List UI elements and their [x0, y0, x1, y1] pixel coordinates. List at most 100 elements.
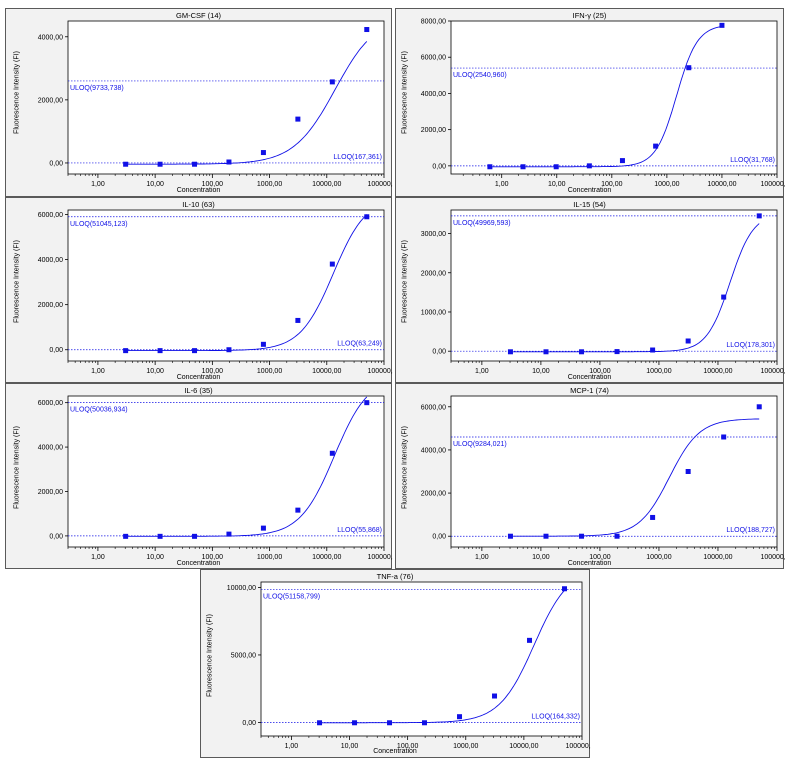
x-tick-label: 100,00: [202, 181, 224, 188]
data-point: [487, 164, 493, 170]
x-tick-label: 10000,00: [312, 368, 341, 375]
data-point: [562, 586, 568, 592]
data-point: [543, 349, 549, 355]
x-tick-label: 10,00: [341, 743, 359, 750]
x-tick-label: 100,00: [589, 554, 611, 561]
data-point: [650, 514, 656, 520]
y-tick-label: 6000,00: [38, 400, 63, 407]
y-tick-label: 2000,00: [38, 489, 63, 496]
chart-panel-tnf-a: TNF-a (76) Fluorescence Intensity (FI) C…: [200, 569, 591, 758]
x-axis-label: Concentration: [176, 374, 221, 381]
y-tick-label: 2000,00: [421, 491, 446, 498]
data-point: [329, 79, 335, 85]
y-tick-label: 0,00: [242, 720, 256, 727]
data-point: [226, 159, 232, 165]
data-point: [650, 347, 656, 353]
data-point: [520, 164, 526, 170]
chart-panel-mcp-1: MCP-1 (74) Fluorescence Intensity (FI) C…: [395, 383, 785, 569]
y-tick-label: 0,00: [49, 533, 63, 540]
y-tick-label: 2000,00: [38, 302, 63, 309]
lloq-label: LLOQ(178,301): [726, 342, 775, 349]
uloq-label: ULOQ(49969,593): [453, 220, 511, 227]
chart-title: GM-CSF (14): [176, 11, 221, 20]
x-tick-label: 100,00: [589, 368, 611, 375]
y-tick-label: 4000,00: [38, 34, 63, 41]
x-tick-label: 1000,00: [257, 181, 282, 188]
x-tick-label: 1000,00: [646, 368, 671, 375]
x-tick-label: 10,00: [146, 181, 164, 188]
y-tick-label: 0,00: [49, 347, 63, 354]
y-tick-label: 3000,00: [421, 231, 446, 238]
chart-plot: 0,00 2000,00 4000,00 6000,00 1,00 10,00 100,00…: [38, 395, 393, 561]
x-axis-label: Concentration: [373, 748, 417, 755]
y-tick-label: 0,00: [432, 534, 446, 541]
plot-area: [450, 209, 778, 362]
data-point: [295, 317, 301, 323]
y-tick-label: 2000,00: [421, 270, 446, 277]
data-point: [157, 161, 163, 167]
x-tick-label: 100000,00: [760, 368, 785, 375]
chart-title: IFN-γ (25): [572, 11, 607, 20]
x-tick-label: 100000,00: [760, 554, 785, 561]
chart-title: TNF-a (76): [376, 572, 414, 581]
uloq-label: ULOQ(51158,799): [263, 593, 320, 600]
x-tick-label: 100000,00: [565, 743, 591, 750]
data-point: [614, 349, 620, 355]
data-point: [553, 164, 559, 170]
x-tick-label: 1,00: [91, 181, 105, 188]
lloq-label: LLOQ(164,332): [531, 713, 580, 720]
data-point: [653, 143, 659, 149]
uloq-label: ULOQ(51045,123): [70, 221, 128, 228]
plot-area: [67, 395, 385, 548]
data-point: [685, 338, 691, 344]
y-tick-label: 0,00: [49, 160, 63, 167]
x-tick-label: 100000,00: [367, 554, 393, 561]
lloq-label: LLOQ(188,727): [726, 527, 775, 534]
x-tick-label: 10000,00: [707, 181, 736, 188]
y-tick-label: 6000,00: [421, 404, 446, 411]
data-point: [352, 720, 358, 726]
chart-title: MCP-1 (74): [570, 386, 609, 395]
data-point: [507, 349, 513, 355]
x-tick-label: 10000,00: [703, 554, 732, 561]
lloq-label: LLOQ(63,249): [337, 341, 382, 348]
uloq-label: ULOQ(9733,738): [70, 85, 124, 92]
data-point: [260, 341, 266, 347]
chart-plot: 0,00 2000,00 4000,00 6000,00 1,00 10,00 100,00…: [38, 209, 393, 375]
data-point: [719, 22, 725, 28]
x-tick-label: 100000,00: [367, 368, 393, 375]
data-point: [226, 347, 232, 353]
data-point: [685, 469, 691, 474]
lloq-label: LLOQ(167,361): [333, 154, 382, 161]
uloq-label: ULOQ(50036,934): [70, 407, 128, 414]
x-tick-label: 10000,00: [312, 181, 341, 188]
data-point: [123, 161, 129, 167]
data-point: [317, 720, 323, 726]
x-axis-label: Concentration: [567, 560, 612, 567]
chart-plot: 0,00 2000,00 4000,00 6000,00 8000,00 1,00 10,0…: [421, 19, 785, 189]
y-tick-label: 10000,00: [227, 585, 256, 592]
data-point: [457, 714, 463, 720]
x-tick-label: 1,00: [495, 181, 509, 188]
x-tick-label: 100,00: [202, 554, 224, 561]
data-point: [295, 507, 301, 513]
y-tick-label: 2000,00: [421, 127, 446, 134]
plot-area: [450, 20, 778, 175]
x-tick-label: 10,00: [548, 181, 566, 188]
x-tick-label: 10,00: [146, 368, 164, 375]
fit-curve: [489, 25, 722, 168]
data-point: [507, 533, 513, 539]
data-point: [756, 404, 762, 410]
y-tick-label: 0,00: [432, 349, 446, 356]
plot-area: [450, 395, 778, 548]
chart-title: IL-6 (35): [184, 386, 213, 395]
x-tick-label: 1000,00: [257, 554, 282, 561]
fit-curve: [510, 223, 760, 353]
x-tick-label: 100000,00: [367, 181, 393, 188]
chart-plot: 0,00 1000,00 2000,00 3000,00 1,00 10,00 100,00…: [421, 209, 785, 375]
data-point: [579, 349, 585, 355]
data-point: [543, 533, 549, 539]
x-axis-label: Concentration: [567, 187, 612, 194]
data-point: [192, 161, 198, 167]
chart-panel-il-15: IL-15 (54) Fluorescence Intensity (FI) C…: [395, 197, 785, 383]
